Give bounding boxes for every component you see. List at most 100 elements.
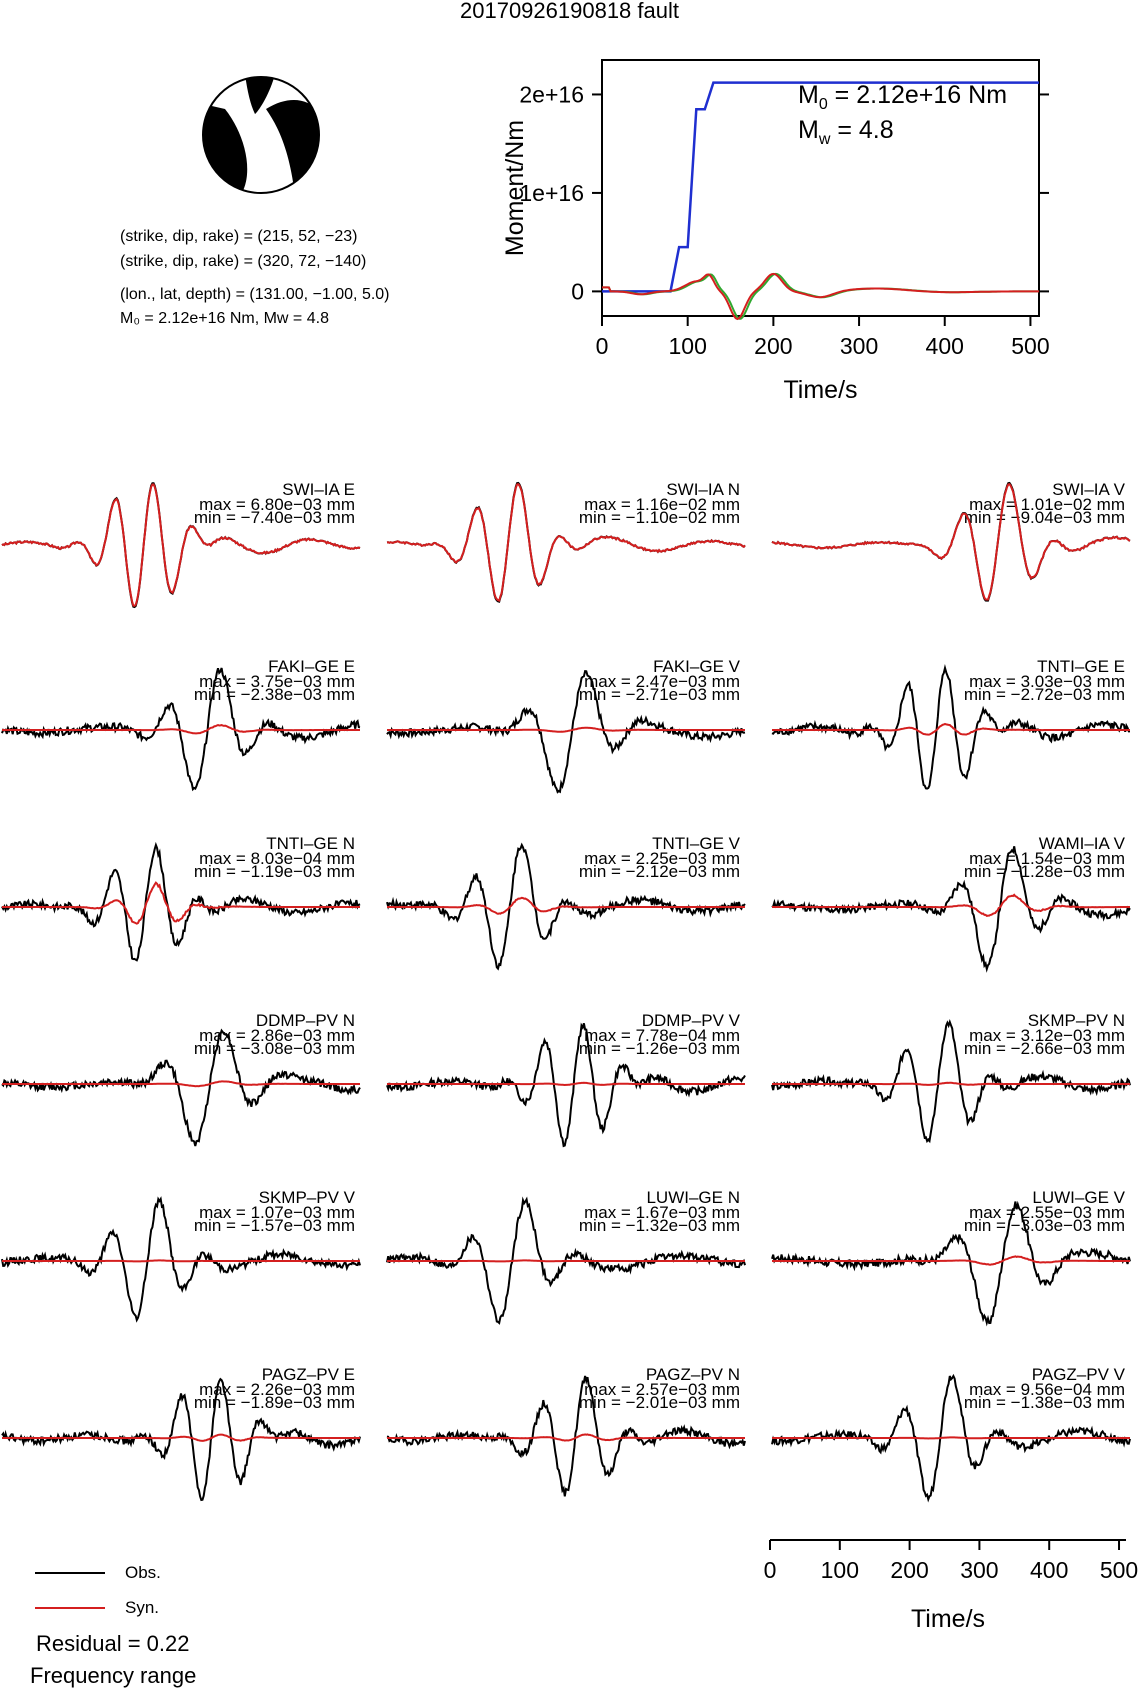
observed-trace xyxy=(386,842,746,971)
trace-station-label: SKMP–PV V xyxy=(259,1188,356,1207)
moment-chart: 0 100 200 300 400 500 0 1e+16 2e+16 Time/s Moment/… xyxy=(501,59,1050,404)
trace-min-label: min = −7.40e−03 mm xyxy=(194,508,355,527)
trace-max-label: max = 1.07e−03 mm xyxy=(199,1203,355,1222)
m0-annotation: M0 = 2.12e+16 Nm xyxy=(798,81,1007,113)
moment-y-tick-label: 1e+16 xyxy=(519,180,584,206)
trace-station-label: SWI–IA V xyxy=(1052,480,1125,499)
trace-max-label: max = 2.55e−03 mm xyxy=(969,1203,1125,1222)
trace-station-label: LUWI–GE V xyxy=(1032,1188,1125,1207)
moment-x-tick-label: 500 xyxy=(1011,333,1049,359)
moment-x-axis-label: Time/s xyxy=(783,376,857,404)
observed-trace xyxy=(386,1375,746,1497)
trace-max-label: max = 2.86e−03 mm xyxy=(199,1026,355,1045)
trace-station-label: FAKI–GE V xyxy=(653,657,741,676)
trace-max-label: max = 7.78e−04 mm xyxy=(584,1026,740,1045)
trace-min-label: min = −1.89e−03 mm xyxy=(194,1393,355,1412)
trace-max-label: max = 1.01e−02 mm xyxy=(969,495,1125,514)
synthetic-trace xyxy=(387,896,745,915)
trace-min-label: min = −1.38e−03 mm xyxy=(964,1393,1125,1412)
moment-y-tick-label: 2e+16 xyxy=(519,81,584,107)
nodal-plane-2: (strike, dip, rake) = (320, 72, −140) xyxy=(120,253,367,270)
moment-info: M₀ = 2.12e+16 Nm, Mw = 4.8 xyxy=(120,310,329,327)
mw-annotation: Mw = 4.8 xyxy=(798,116,894,148)
trace-max-label: max = 2.25e−03 mm xyxy=(584,849,740,868)
trace-max-label: max = 2.47e−03 mm xyxy=(584,672,740,691)
trace-min-label: min = −1.32e−03 mm xyxy=(579,1216,740,1235)
synthetic-trace xyxy=(386,483,746,602)
bottom-x-tick-label: 500 xyxy=(1100,1557,1138,1583)
observed-trace xyxy=(386,1196,746,1325)
beachball-diagram xyxy=(202,76,320,194)
moment-x-tick-label: 400 xyxy=(926,333,964,359)
trace-min-label: min = −2.38e−03 mm xyxy=(194,685,355,704)
trace-station-label: PAGZ–PV V xyxy=(1032,1365,1126,1384)
moment-curve xyxy=(602,81,1039,293)
trace-max-label: max = 3.03e−03 mm xyxy=(969,672,1125,691)
moment-rate-curve xyxy=(602,272,1039,321)
trace-station-label: DDMP–PV N xyxy=(256,1011,355,1030)
trace-max-label: max = 9.56e−04 mm xyxy=(969,1380,1125,1399)
synthetic-trace xyxy=(772,722,1130,736)
synthetic-trace xyxy=(772,893,1130,917)
trace-max-label: max = 1.16e−02 mm xyxy=(584,495,740,514)
trace-min-label: min = −9.04e−03 mm xyxy=(964,508,1125,527)
moment-x-tick-label: 100 xyxy=(668,333,706,359)
observed-trace xyxy=(1,1028,361,1147)
moment-y-axis-label: Moment/Nm xyxy=(501,120,529,256)
residual-text: Residual = 0.22 xyxy=(36,1631,190,1656)
trace-min-label: min = −2.12e−03 mm xyxy=(579,862,740,881)
trace-station-label: DDMP–PV V xyxy=(642,1011,741,1030)
trace-min-label: min = −2.72e−03 mm xyxy=(964,685,1125,704)
trace-min-label: min = −3.03e−03 mm xyxy=(964,1216,1125,1235)
trace-max-label: max = 2.57e−03 mm xyxy=(584,1380,740,1399)
trace-station-label: SWI–IA N xyxy=(666,480,740,499)
bottom-x-tick-label: 100 xyxy=(821,1557,859,1583)
synthetic-trace xyxy=(2,724,360,735)
bottom-x-tick-label: 300 xyxy=(960,1557,998,1583)
synthetic-trace xyxy=(772,1255,1130,1266)
trace-max-label: max = 1.67e−03 mm xyxy=(584,1203,740,1222)
synthetic-trace xyxy=(772,1436,1130,1440)
synthetic-trace xyxy=(1,483,361,607)
observed-trace xyxy=(386,1022,746,1148)
trace-station-label: PAGZ–PV E xyxy=(262,1365,355,1384)
trace-max-label: max = 8.03e−04 mm xyxy=(199,849,355,868)
trace-station-label: LUWI–GE N xyxy=(646,1188,740,1207)
trace-max-label: max = 3.75e−03 mm xyxy=(199,672,355,691)
trace-min-label: min = −1.26e−03 mm xyxy=(579,1039,740,1058)
trace-station-label: WAMI–IA V xyxy=(1039,834,1126,853)
trace-min-label: min = −1.57e−03 mm xyxy=(194,1216,355,1235)
observed-trace xyxy=(771,1373,1131,1503)
moment-x-tick-label: 0 xyxy=(596,333,609,359)
synthetic-trace xyxy=(2,1080,360,1088)
moment-y-tick-label: 0 xyxy=(571,278,584,304)
synthetic-trace xyxy=(2,881,360,925)
trace-station-label: SWI–IA E xyxy=(282,480,355,499)
trace-station-label: PAGZ–PV N xyxy=(646,1365,740,1384)
moment-x-tick-label: 300 xyxy=(840,333,878,359)
observed-trace xyxy=(771,1200,1131,1327)
trace-min-label: min = −1.28e−03 mm xyxy=(964,862,1125,881)
trace-max-label: max = 2.26e−03 mm xyxy=(199,1380,355,1399)
trace-min-label: min = −3.08e−03 mm xyxy=(194,1039,355,1058)
trace-max-label: max = 6.80e−03 mm xyxy=(199,495,355,514)
synthetic-trace xyxy=(387,1259,745,1263)
trace-min-label: min = −1.10e−02 mm xyxy=(579,508,740,527)
moment-plot-frame xyxy=(601,59,1040,317)
trace-min-label: min = −2.01e−03 mm xyxy=(579,1393,740,1412)
